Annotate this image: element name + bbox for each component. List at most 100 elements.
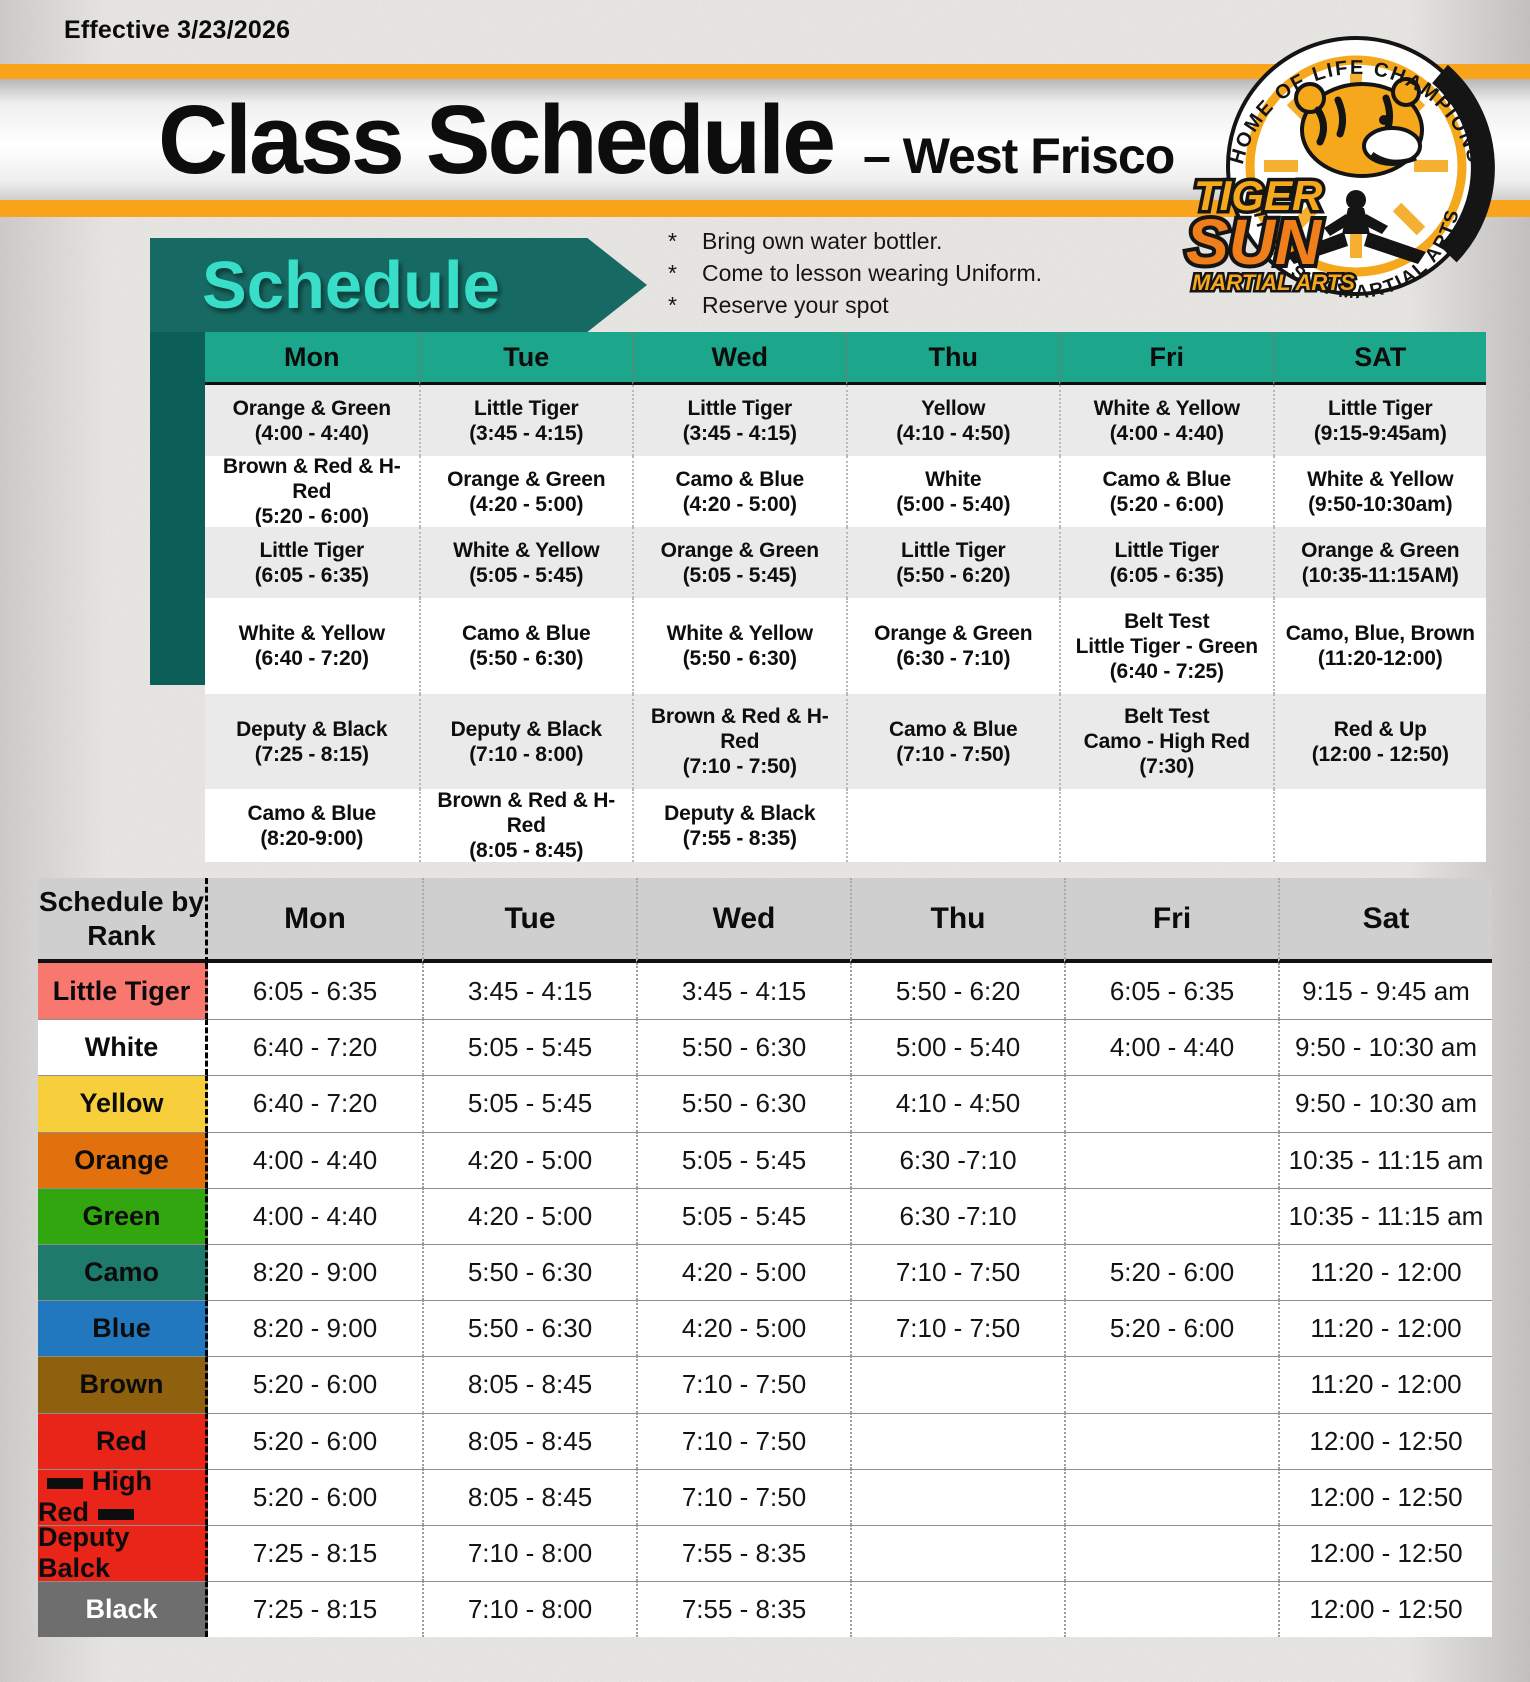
time-cell	[1064, 1468, 1278, 1525]
class-cell: Orange & Green (5:05 - 5:45)	[632, 527, 846, 598]
class-cell: Orange & Green (10:35-11:15AM)	[1272, 527, 1486, 598]
class-cell-line: Camo, Blue, Brown	[1285, 622, 1475, 645]
time-cell: 5:50 - 6:30	[636, 1019, 850, 1076]
class-cell-line: Orange & Green	[874, 622, 1033, 645]
class-cell: Deputy & Black (7:25 - 8:15)	[205, 694, 419, 789]
day-header: Mon	[205, 332, 419, 385]
class-cell-line: White & Yellow	[238, 622, 385, 645]
class-cell-line: Little Tiger	[687, 396, 793, 420]
time-cell: 5:20 - 6:00	[208, 1412, 422, 1469]
day-header: Mon	[208, 878, 422, 963]
rank-label: Little Tiger	[38, 963, 208, 1020]
time-cell: 12:00 - 12:50	[1278, 1581, 1492, 1638]
rank-name: Little Tiger	[52, 975, 191, 1006]
time-cell	[1064, 1075, 1278, 1132]
rank-label: Black	[38, 1581, 208, 1638]
note-item: * Bring own water bottler.	[668, 228, 1042, 255]
note-item: * Come to lesson wearing Uniform.	[668, 260, 1042, 287]
class-cell-line: Deputy & Black	[664, 801, 816, 825]
class-cell: White & Yellow (5:50 - 6:30)	[632, 598, 846, 694]
class-cell-line: Camo & Blue	[889, 717, 1018, 741]
note-item: * Reserve your spot	[668, 292, 1042, 319]
class-cell-line: Little Tiger	[1114, 538, 1220, 562]
class-cell: Camo, Blue, Brown (11:20-12:00)	[1272, 598, 1486, 694]
schedule-banner: Schedule	[150, 238, 647, 332]
day-header: Tue	[418, 332, 632, 385]
class-cell-line: (5:50 - 6:30)	[682, 647, 797, 670]
day-header: Sat	[1278, 878, 1492, 963]
class-cell-line: (9:15-9:45am)	[1313, 421, 1447, 445]
time-cell: 5:20 - 6:00	[1064, 1243, 1278, 1301]
class-cell: Camo & Blue (4:20 - 5:00)	[632, 456, 846, 527]
time-cell: 3:45 - 4:15	[422, 963, 636, 1020]
time-cell: 6:40 - 7:20	[208, 1075, 422, 1132]
class-cell-line: Camo & Blue	[675, 467, 805, 491]
martial-artist-silhouette	[1286, 190, 1426, 264]
time-cell: 7:55 - 8:35	[636, 1524, 850, 1582]
class-cell-line: Camo & Blue	[247, 801, 377, 825]
class-cell-line: (5:50 - 6:30)	[469, 647, 584, 670]
class-cell-line: Red & Up	[1333, 717, 1427, 741]
time-cell: 5:50 - 6:20	[850, 963, 1064, 1020]
class-cell-line: (4:20 - 5:00)	[469, 492, 584, 516]
time-cell: 7:10 - 8:00	[422, 1581, 636, 1638]
rank-label: Red	[38, 1412, 208, 1469]
class-cell-line: (5:05 - 5:45)	[469, 563, 584, 587]
rank-label: Orange	[38, 1131, 208, 1188]
tiger-head-icon	[1294, 77, 1424, 178]
time-cell: 5:05 - 5:45	[422, 1075, 636, 1132]
class-cell-line: (7:10 - 7:50)	[682, 755, 797, 778]
class-cell	[845, 789, 1059, 862]
time-cell: 7:25 - 8:15	[208, 1581, 422, 1638]
time-cell: 5:05 - 5:45	[636, 1131, 850, 1188]
class-cell-line: (8:05 - 8:45)	[469, 839, 584, 862]
class-cell-line: Little Tiger	[900, 538, 1006, 562]
logo-word-martial-arts: MARTIAL ARTS	[1192, 270, 1355, 295]
time-cell: 5:05 - 5:45	[636, 1187, 850, 1244]
class-cell: Little Tiger (3:45 - 4:15)	[632, 385, 846, 456]
day-header: Thu	[845, 332, 1059, 385]
class-cell: Little Tiger (5:50 - 6:20)	[845, 527, 1059, 598]
time-cell: 4:20 - 5:00	[422, 1131, 636, 1188]
logo-badge: HOME OF LIFE CHAMPIONS TIGER SUN MARTIAL…	[1182, 36, 1495, 303]
class-cell: Brown & Red & H-Red (8:05 - 8:45)	[418, 789, 632, 862]
class-cell-line: Deputy & Black	[450, 717, 602, 741]
class-cell-line: (6:30 - 7:10)	[896, 647, 1011, 670]
time-cell	[1064, 1356, 1278, 1413]
class-cell-line: (6:40 - 7:25)	[1109, 659, 1224, 683]
time-cell: 8:20 - 9:00	[208, 1300, 422, 1357]
time-cell: 11:20 - 12:00	[1278, 1356, 1492, 1413]
class-cell-line: (4:10 - 4:50)	[896, 421, 1011, 445]
class-cell-line: (4:00 - 4:40)	[1109, 421, 1224, 445]
time-cell: 8:05 - 8:45	[422, 1356, 636, 1413]
class-cell-line: (3:45 - 4:15)	[469, 421, 584, 445]
time-cell: 8:20 - 9:00	[208, 1243, 422, 1301]
rank-label: Blue	[38, 1300, 208, 1357]
rank-name: Deputy Balck	[38, 1522, 130, 1584]
note-text: Bring own water bottler.	[702, 228, 943, 254]
time-cell	[850, 1581, 1064, 1638]
time-cell: 7:55 - 8:35	[636, 1581, 850, 1638]
class-cell-line: Camo - High Red	[1083, 730, 1250, 753]
class-cell: White & Yellow (5:05 - 5:45)	[418, 527, 632, 598]
time-cell: 5:20 - 6:00	[208, 1468, 422, 1525]
time-cell: 4:20 - 5:00	[422, 1187, 636, 1244]
rank-name: Yellow	[79, 1088, 164, 1119]
class-cell-line: Belt Test	[1124, 609, 1210, 633]
time-cell: 8:05 - 8:45	[422, 1412, 636, 1469]
rank-label: Brown	[38, 1356, 208, 1413]
time-cell: 6:05 - 6:35	[208, 963, 422, 1020]
rank-label: Camo	[38, 1243, 208, 1301]
class-cell	[1059, 789, 1273, 862]
time-cell: 9:15 - 9:45 am	[1278, 963, 1492, 1020]
class-cell: Little Tiger (9:15-9:45am)	[1272, 385, 1486, 456]
rank-name: Brown	[79, 1369, 164, 1400]
time-cell	[1064, 1581, 1278, 1638]
class-cell-line: Orange & Green	[232, 396, 391, 420]
class-cell-line: (7:30)	[1139, 755, 1195, 778]
asterisk-bullet: *	[668, 292, 677, 318]
class-cell-line: Camo & Blue	[1102, 467, 1232, 491]
time-cell: 4:00 - 4:40	[1064, 1019, 1278, 1076]
class-cell-line: (5:05 - 5:45)	[682, 563, 797, 587]
